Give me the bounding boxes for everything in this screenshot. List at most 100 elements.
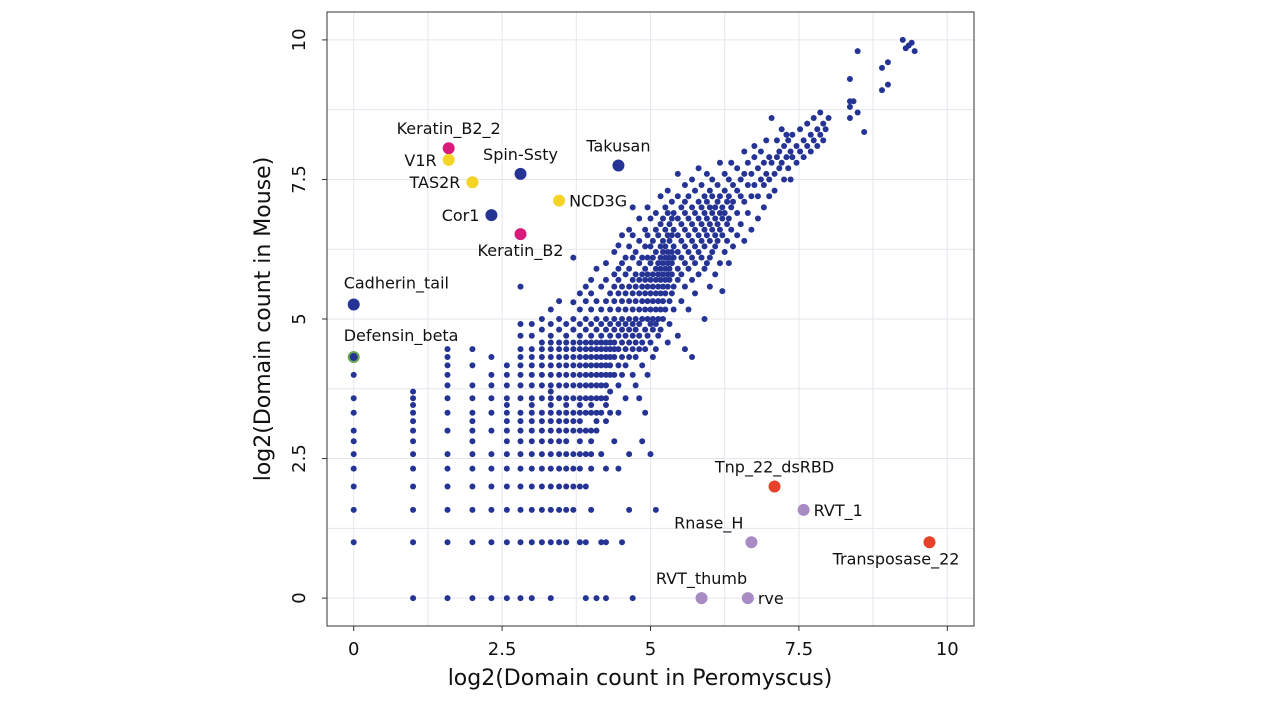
data-point: [685, 265, 692, 272]
data-point: [503, 451, 510, 458]
data-point: [754, 165, 761, 172]
data-point: [570, 395, 577, 402]
data-point: [814, 126, 821, 133]
data-point: [701, 243, 708, 250]
data-point: [662, 254, 669, 261]
data-point: [410, 401, 417, 408]
data-point: [721, 170, 728, 177]
data-point: [681, 283, 688, 290]
data-point: [576, 362, 583, 369]
data-point: [582, 316, 589, 322]
data-point: [706, 237, 713, 244]
data-point: [659, 298, 666, 305]
data-point: [678, 204, 685, 211]
data-point: [692, 209, 699, 216]
data-point: [649, 254, 656, 261]
data-point: [607, 353, 614, 360]
data-point: [588, 362, 595, 369]
data-point: [820, 137, 827, 144]
data-point: [644, 204, 651, 211]
data-point: [602, 316, 609, 322]
data-point: [647, 306, 654, 313]
data-point: [570, 483, 577, 490]
data-point: [800, 137, 807, 144]
data-point: [619, 316, 626, 322]
data-point: [576, 346, 583, 353]
data-point: [547, 401, 554, 408]
highlighted-point: [612, 159, 625, 172]
data-point: [698, 221, 705, 228]
data-point: [593, 326, 600, 333]
data-point: [760, 204, 767, 211]
data-point: [741, 198, 748, 205]
data-point: [576, 382, 583, 389]
data-point: [751, 142, 758, 149]
data-point: [503, 362, 510, 369]
data-point: [570, 339, 577, 346]
data-point: [760, 182, 767, 189]
data-point: [685, 232, 692, 239]
data-point: [619, 283, 626, 290]
data-point: [632, 271, 639, 278]
data-point: [528, 427, 535, 434]
data-point: [547, 506, 554, 513]
data-point: [716, 159, 723, 166]
data-point: [410, 418, 417, 425]
data-point: [538, 362, 545, 369]
data-point: [563, 438, 570, 445]
highlighted-point: [347, 298, 360, 311]
data-point: [636, 276, 643, 283]
data-point: [602, 595, 609, 602]
data-point: [629, 321, 636, 328]
data-point: [647, 321, 654, 328]
data-point: [582, 539, 589, 546]
data-point: [716, 226, 723, 233]
data-point: [444, 371, 451, 378]
data-point: [636, 290, 643, 297]
data-point: [350, 451, 357, 458]
data-point: [706, 254, 713, 261]
data-point: [728, 204, 735, 211]
data-point: [488, 539, 495, 546]
data-point: [547, 382, 554, 389]
data-point: [619, 260, 626, 267]
data-point: [716, 193, 723, 200]
data-point: [644, 232, 651, 239]
data-point: [350, 465, 357, 472]
x-axis-ticks: 0 2.5 5 7.5 10: [348, 626, 959, 660]
data-point: [655, 283, 662, 290]
data-point: [547, 332, 554, 339]
data-point: [563, 465, 570, 472]
data-point: [576, 371, 583, 378]
data-point: [350, 539, 357, 546]
data-point: [737, 221, 744, 228]
data-point: [664, 271, 671, 278]
data-point: [741, 237, 748, 244]
data-point: [582, 409, 589, 416]
data-point: [666, 254, 673, 261]
data-point: [570, 353, 577, 360]
data-point: [615, 290, 622, 297]
data-point: [751, 154, 758, 161]
data-point: [884, 81, 891, 88]
data-point: [517, 346, 524, 353]
data-point: [538, 395, 545, 402]
data-point: [689, 204, 696, 211]
data-point: [763, 137, 770, 144]
data-point: [701, 193, 708, 200]
data-point: [681, 209, 688, 216]
data-point: [547, 409, 554, 416]
data-point: [517, 332, 524, 339]
data-point: [444, 409, 451, 416]
data-point: [444, 427, 451, 434]
data-point: [724, 237, 731, 244]
data-point: [602, 298, 609, 305]
data-point: [528, 321, 535, 328]
data-point: [538, 465, 545, 472]
data-point: [642, 243, 649, 250]
data-point: [444, 395, 451, 402]
data-point: [662, 265, 669, 272]
data-point: [692, 187, 699, 194]
data-point: [582, 371, 589, 378]
data-point: [593, 382, 600, 389]
